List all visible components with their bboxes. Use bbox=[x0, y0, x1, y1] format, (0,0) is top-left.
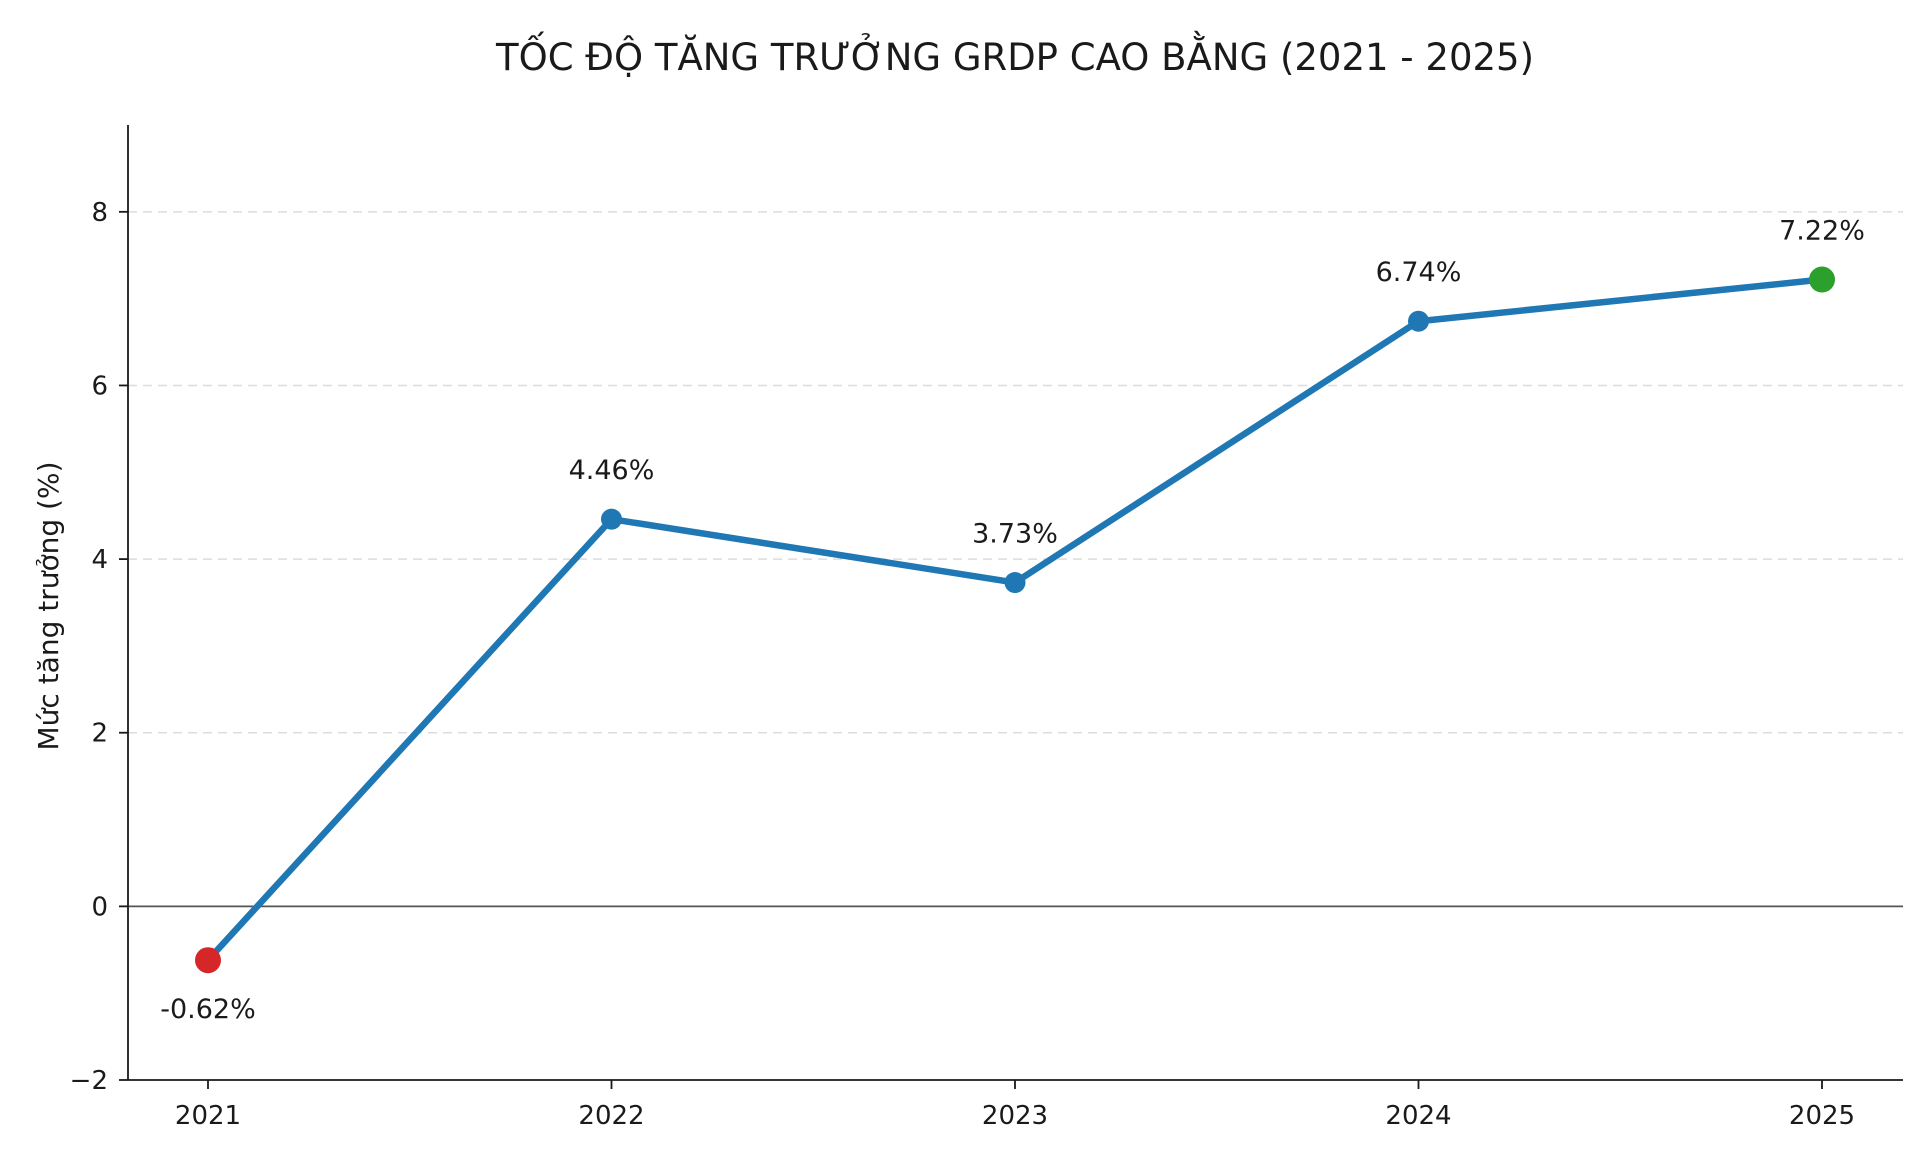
tick-labels: −2 0 2 4 6 8 2021 2022 2023 2024 2025 bbox=[70, 198, 1855, 1131]
y-tick-label: −2 bbox=[70, 1066, 108, 1096]
data-point bbox=[195, 947, 221, 974]
data-label: 6.74% bbox=[1376, 257, 1462, 288]
y-tick-label: 0 bbox=[91, 892, 108, 922]
x-tick-label: 2022 bbox=[578, 1101, 644, 1131]
data-label: 4.46% bbox=[569, 455, 655, 486]
x-tick-label: 2023 bbox=[982, 1101, 1048, 1131]
data-label: 3.73% bbox=[972, 519, 1058, 550]
series-line bbox=[204, 276, 1826, 964]
x-tick-label: 2025 bbox=[1789, 1101, 1855, 1131]
data-label: -0.62% bbox=[160, 994, 256, 1025]
y-tick-label: 2 bbox=[91, 719, 108, 749]
data-label: 7.22% bbox=[1779, 216, 1865, 247]
y-axis-label: Mức tăng trưởng (%) bbox=[32, 462, 65, 751]
data-point bbox=[1004, 572, 1026, 594]
data-point bbox=[601, 508, 622, 530]
y-tick-label: 6 bbox=[91, 371, 108, 401]
series-lines bbox=[204, 276, 1826, 964]
y-tick-label: 8 bbox=[91, 198, 108, 228]
axes bbox=[119, 125, 1903, 1089]
x-tick-label: 2021 bbox=[175, 1101, 241, 1131]
gridlines bbox=[128, 211, 1903, 734]
x-tick-label: 2024 bbox=[1385, 1101, 1451, 1131]
data-point bbox=[1408, 310, 1429, 332]
chart-title: TỐC ĐỘ TĂNG TRƯỞNG GRDP CAO BẰNG (2021 -… bbox=[495, 31, 1534, 79]
y-tick-label: 4 bbox=[91, 545, 108, 575]
data-points bbox=[195, 266, 1835, 974]
data-labels: -0.62% 4.46% 3.73% 6.74% 7.22% bbox=[160, 216, 1865, 1026]
data-point bbox=[1809, 266, 1835, 293]
